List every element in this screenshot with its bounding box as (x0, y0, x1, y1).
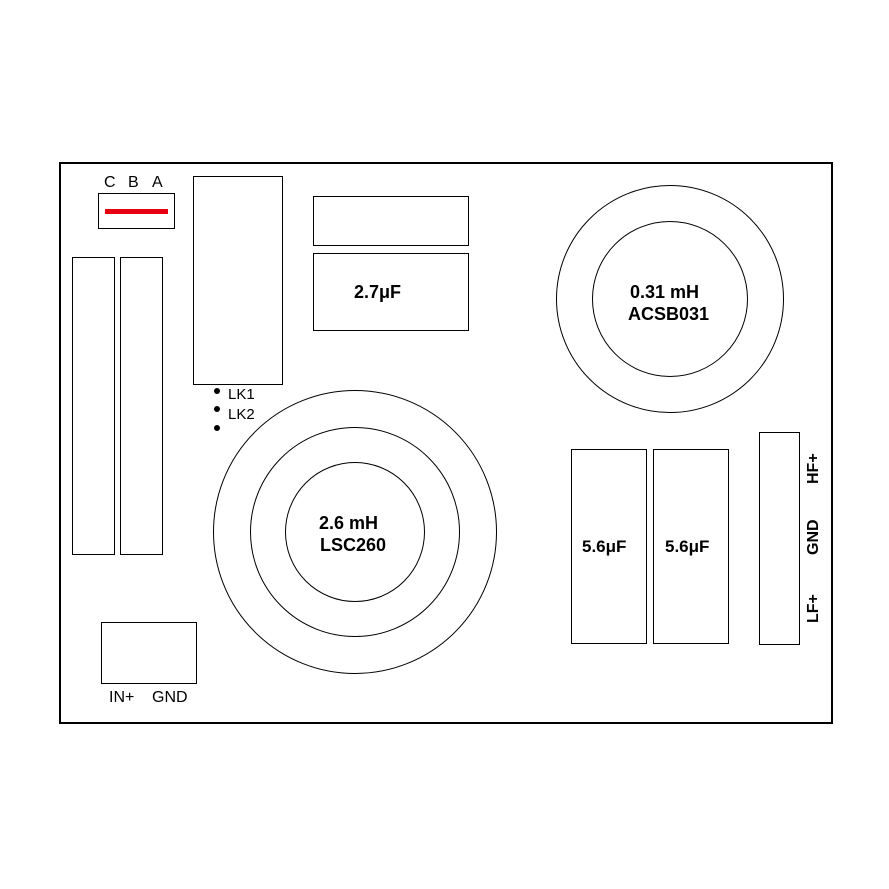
input-gnd: GND (152, 689, 188, 707)
inductor-small-part: ACSB031 (628, 304, 709, 325)
tall-component (193, 176, 283, 385)
link-dot-1 (214, 388, 220, 394)
output-lf: LF+ (805, 584, 823, 634)
left-cap-2 (120, 257, 163, 555)
link-dot-3 (214, 425, 220, 431)
inductor-big-part: LSC260 (320, 535, 386, 556)
inductor-big-value: 2.6 mH (319, 513, 378, 534)
output-terminal (759, 432, 800, 645)
selector-label-b: B (128, 174, 139, 192)
link-label-2: LK2 (228, 406, 255, 423)
cap-27-top (313, 196, 469, 246)
selector-jumper (105, 209, 168, 214)
cap-56-label-1: 5.6μF (582, 537, 626, 557)
cap-56-label-2: 5.6μF (665, 537, 709, 557)
output-hf: HF+ (805, 444, 823, 494)
selector-label-c: C (104, 174, 116, 192)
selector-label-a: A (152, 174, 163, 192)
left-cap-1 (72, 257, 115, 555)
cap-27-label: 2.7μF (354, 282, 401, 303)
input-terminal (101, 622, 197, 684)
output-gnd: GND (805, 512, 823, 562)
inductor-small-value: 0.31 mH (630, 282, 699, 303)
pcb-diagram: C B A 2.7μF LK1 LK2 2.6 mH LSC260 0.31 m… (0, 0, 889, 889)
link-label-1: LK1 (228, 386, 255, 403)
input-in: IN+ (109, 689, 134, 707)
link-dot-2 (214, 406, 220, 412)
